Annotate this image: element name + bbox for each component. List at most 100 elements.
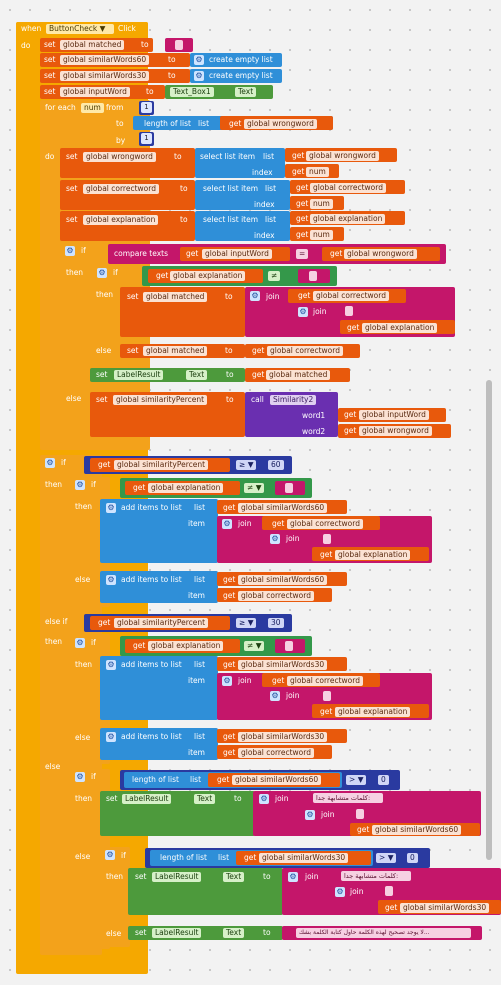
op-dropdown[interactable]: ≠ [268, 271, 281, 281]
component-dropdown[interactable]: LabelResult [152, 928, 202, 938]
var-dropdown[interactable]: global similarWords30 [238, 732, 328, 742]
similar-words-text[interactable]: كلمات متشابهة جدا: [341, 871, 411, 881]
mutator-gear-icon[interactable]: ⚙ [270, 534, 280, 544]
var-dropdown[interactable]: global matched [266, 370, 331, 380]
mutator-gear-icon[interactable]: ⚙ [335, 887, 345, 897]
var-dropdown[interactable]: global wrongword [83, 152, 156, 162]
op-dropdown[interactable]: > ▼ [376, 853, 397, 863]
mutator-gear-icon[interactable]: ⚙ [106, 575, 116, 585]
var-dropdown[interactable]: global correctword [83, 184, 159, 194]
var-dropdown[interactable]: global matched [60, 40, 125, 50]
var-dropdown[interactable]: global correctword [287, 676, 363, 686]
vertical-scrollbar[interactable] [486, 380, 492, 860]
create-list-block[interactable] [190, 53, 282, 67]
var-dropdown[interactable]: global correctword [267, 346, 343, 356]
var-dropdown[interactable]: num [310, 199, 333, 209]
empty-string[interactable] [323, 534, 331, 544]
property-dropdown[interactable]: Text [223, 928, 245, 938]
var-dropdown[interactable]: global wrongword [244, 119, 317, 129]
number-sixty[interactable]: 60 [268, 460, 284, 470]
var-dropdown[interactable]: global explanation [148, 483, 224, 493]
op-dropdown[interactable]: = [296, 249, 309, 259]
empty-string[interactable] [345, 306, 353, 316]
var-dropdown[interactable]: global similarWords60 [232, 775, 322, 785]
number-zero[interactable]: 0 [407, 853, 418, 863]
number-thirty[interactable]: 30 [268, 618, 284, 628]
mutator-gear-icon[interactable]: ⚙ [305, 810, 315, 820]
var-dropdown[interactable]: global correctword [238, 591, 314, 601]
empty-string[interactable] [323, 691, 331, 701]
op-dropdown[interactable]: ≠ ▼ [244, 641, 265, 651]
mutator-gear-icon[interactable]: ⚙ [194, 55, 204, 65]
if-length30-block[interactable] [100, 847, 130, 947]
mutator-gear-icon[interactable]: ⚙ [106, 503, 116, 513]
var-dropdown[interactable]: global matched [143, 346, 208, 356]
mutator-gear-icon[interactable]: ⚙ [45, 458, 55, 468]
mutator-gear-icon[interactable]: ⚙ [75, 772, 85, 782]
empty-string[interactable] [385, 886, 393, 896]
component-dropdown[interactable]: LabelResult [152, 872, 202, 882]
mutator-gear-icon[interactable]: ⚙ [259, 794, 269, 804]
empty-string[interactable] [356, 809, 364, 819]
var-dropdown[interactable]: global correctword [310, 183, 386, 193]
empty-string[interactable] [309, 271, 317, 281]
empty-string[interactable] [285, 641, 293, 651]
add-items-block[interactable] [100, 728, 218, 760]
var-dropdown[interactable]: global correctword [287, 519, 363, 529]
add-items-block[interactable] [100, 499, 218, 563]
mutator-gear-icon[interactable]: ⚙ [250, 291, 260, 301]
var-dropdown[interactable]: global inputWord [202, 249, 272, 259]
op-dropdown[interactable]: > ▼ [346, 775, 367, 785]
var-dropdown[interactable]: num [306, 167, 329, 177]
property-dropdown[interactable]: Text [235, 87, 257, 97]
var-dropdown[interactable]: global similarWords30 [238, 660, 328, 670]
mutator-gear-icon[interactable]: ⚙ [106, 732, 116, 742]
component-dropdown[interactable]: ButtonCheck ▼ [46, 24, 114, 34]
var-dropdown[interactable]: global similarityPercent [114, 618, 209, 628]
select-item-block[interactable] [195, 148, 285, 178]
create-list-block[interactable] [190, 69, 282, 83]
mutator-gear-icon[interactable]: ⚙ [65, 246, 75, 256]
var-dropdown[interactable]: global inputWord [60, 87, 130, 97]
var-dropdown[interactable]: global explanation [83, 215, 159, 225]
var-dropdown[interactable]: global similarWords30 [259, 853, 349, 863]
var-dropdown[interactable]: global explanation [310, 214, 386, 224]
number-one[interactable]: 1 [141, 102, 152, 113]
mutator-gear-icon[interactable]: ⚙ [222, 519, 232, 529]
var-dropdown[interactable]: global similarWords60 [372, 825, 462, 835]
var-dropdown[interactable]: global matched [143, 292, 208, 302]
procedure-dropdown[interactable]: Similarity2 [270, 395, 317, 405]
var-dropdown[interactable]: global similarWords60 [238, 575, 328, 585]
loop-var[interactable]: num [81, 103, 104, 113]
property-dropdown[interactable]: Text [223, 872, 245, 882]
add-items-block[interactable] [100, 571, 218, 603]
component-dropdown[interactable]: LabelResult [114, 370, 164, 380]
mutator-gear-icon[interactable]: ⚙ [75, 638, 85, 648]
var-dropdown[interactable]: global explanation [335, 707, 411, 717]
property-dropdown[interactable]: Text [186, 370, 208, 380]
mutator-gear-icon[interactable]: ⚙ [270, 691, 280, 701]
number-one[interactable]: 1 [141, 133, 152, 144]
var-dropdown[interactable]: global similarWords30 [60, 71, 150, 81]
number-zero[interactable]: 0 [378, 775, 389, 785]
component-dropdown[interactable]: Text_Box1 [170, 87, 214, 97]
var-dropdown[interactable]: global wrongword [359, 426, 432, 436]
var-dropdown[interactable]: num [310, 230, 333, 240]
mutator-gear-icon[interactable]: ⚙ [97, 268, 107, 278]
var-dropdown[interactable]: global wrongword [306, 151, 379, 161]
mutator-gear-icon[interactable]: ⚙ [222, 676, 232, 686]
var-dropdown[interactable]: global explanation [148, 641, 224, 651]
op-dropdown[interactable]: ≥ ▼ [236, 460, 257, 470]
var-dropdown[interactable]: global similarWords30 [400, 903, 490, 913]
mutator-gear-icon[interactable]: ⚙ [106, 660, 116, 670]
var-dropdown[interactable]: global explanation [170, 271, 246, 281]
op-dropdown[interactable]: ≥ ▼ [236, 618, 257, 628]
op-dropdown[interactable]: ≠ ▼ [244, 483, 265, 493]
var-dropdown[interactable]: global correctword [238, 748, 314, 758]
mutator-gear-icon[interactable]: ⚙ [105, 850, 115, 860]
empty-string[interactable] [285, 483, 293, 493]
select-item-block[interactable] [195, 211, 290, 241]
var-dropdown[interactable]: global similarityPercent [113, 395, 208, 405]
mutator-gear-icon[interactable]: ⚙ [194, 71, 204, 81]
mutator-gear-icon[interactable]: ⚙ [298, 307, 308, 317]
